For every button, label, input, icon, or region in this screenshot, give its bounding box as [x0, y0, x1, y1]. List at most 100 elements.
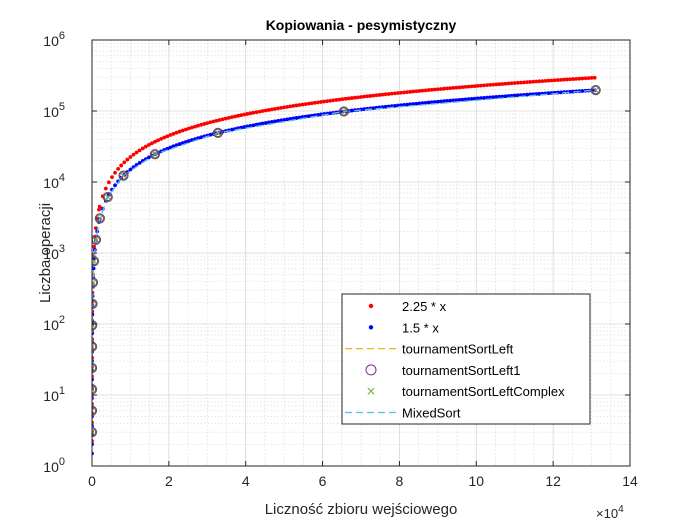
series-point — [146, 155, 151, 160]
series-point — [328, 111, 333, 116]
series-point — [92, 266, 96, 271]
series-point — [580, 76, 585, 81]
series-point — [491, 82, 496, 87]
series-point — [439, 87, 443, 91]
series-point — [589, 76, 594, 80]
series-point — [312, 100, 317, 105]
series-point — [429, 100, 434, 105]
series-point — [522, 80, 526, 85]
series-point — [469, 96, 474, 101]
series-point — [432, 87, 437, 92]
series-point — [119, 171, 128, 180]
series-point — [282, 105, 287, 110]
series-point — [466, 97, 471, 102]
series-point — [580, 89, 585, 93]
series-point — [371, 93, 376, 98]
series-point — [365, 94, 370, 99]
series-point — [349, 96, 354, 100]
series-point — [153, 139, 157, 144]
series-point — [515, 80, 520, 85]
series-point — [168, 145, 173, 150]
x-tick-label: 0 — [88, 473, 96, 489]
series-point — [134, 150, 139, 155]
series-point — [534, 79, 539, 84]
series-point — [475, 96, 480, 101]
series-point — [229, 127, 234, 132]
x-tick-label: 10 — [468, 473, 484, 489]
series-point — [113, 183, 117, 188]
series-point — [591, 86, 600, 95]
series-point — [482, 95, 486, 100]
y-axis-label: Liczba operacji — [37, 203, 54, 303]
series-point — [525, 80, 529, 85]
series-point — [128, 155, 133, 159]
series-point — [359, 95, 363, 99]
series-point — [183, 127, 188, 132]
series-point — [445, 99, 449, 103]
x-exponent-label: ×104 — [596, 504, 624, 521]
legend-label: 2.25 * x — [402, 299, 447, 314]
series-point — [558, 77, 563, 82]
series-point — [392, 91, 397, 96]
series-point — [208, 132, 213, 137]
legend-symbol — [368, 325, 374, 330]
series-point — [140, 146, 145, 151]
y-tick-label: 102 — [43, 314, 65, 333]
series-point — [463, 97, 468, 102]
series-point — [525, 92, 529, 97]
series-point — [96, 215, 103, 222]
x-tick-label: 4 — [242, 473, 250, 489]
series-point — [546, 78, 551, 83]
series-point — [128, 167, 133, 172]
series-point — [150, 141, 154, 146]
series-point — [152, 151, 158, 158]
series-point — [469, 84, 474, 89]
series-point — [426, 100, 431, 105]
x-tick-label: 14 — [622, 473, 638, 489]
series-point — [92, 256, 100, 267]
x-tick-label: 8 — [396, 473, 404, 489]
series-point — [442, 99, 446, 104]
legend-label: tournamentSortLeft1 — [402, 363, 521, 378]
series-point — [485, 95, 489, 100]
legend-label: tournamentSortLeft — [402, 342, 514, 357]
y-tick-label: 104 — [43, 172, 65, 191]
series-point — [159, 136, 164, 141]
series-point — [229, 115, 234, 120]
series-point — [236, 113, 240, 118]
series-point — [214, 118, 219, 123]
series-point — [494, 95, 499, 99]
series-point — [319, 100, 323, 104]
series-point — [119, 163, 124, 168]
series-point — [451, 98, 456, 103]
series-point — [389, 91, 394, 96]
series-point — [417, 89, 422, 93]
series-point — [92, 244, 96, 249]
series-point — [482, 83, 486, 88]
series-point — [102, 191, 113, 203]
series-point — [590, 85, 601, 96]
series-point — [294, 116, 299, 120]
series-point — [266, 108, 271, 112]
series-point — [439, 99, 443, 104]
series-point — [149, 149, 161, 160]
series-point — [248, 111, 253, 116]
series-point — [217, 118, 222, 122]
series-point — [322, 99, 327, 104]
series-point — [242, 112, 247, 117]
series-point — [103, 192, 112, 202]
series-point — [339, 107, 348, 116]
series-point — [269, 120, 274, 124]
y-tick-label: 105 — [43, 101, 65, 120]
legend-label: MixedSort — [402, 406, 461, 421]
series-point — [568, 77, 572, 82]
y-tick-label: 100 — [43, 456, 65, 475]
series-point — [475, 83, 480, 88]
series-point — [426, 88, 431, 92]
series-point — [442, 86, 446, 91]
series-point — [399, 90, 403, 95]
x-tick-label: 12 — [545, 473, 561, 489]
series-point — [383, 92, 388, 97]
series-point — [279, 105, 283, 110]
series-point — [405, 102, 410, 107]
